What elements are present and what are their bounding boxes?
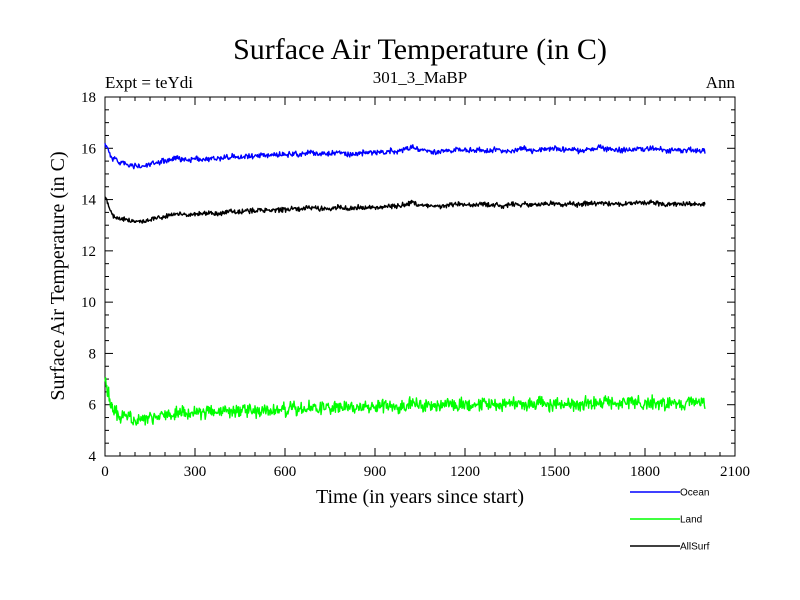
experiment-label: Expt = teYdi: [105, 73, 193, 92]
plot-area: 0 300 600 900 1200 1500 1800 2100 4 6 8 10 12 14 16 18: [81, 90, 750, 480]
y-tick-label: 6: [89, 398, 97, 414]
y-tick-label: 8: [89, 346, 97, 362]
x-axis-ticks: 0 300 600 900 1200 1500 1800 2100: [101, 97, 750, 480]
series-lines: [104, 143, 706, 426]
x-tick-label: 1500: [540, 464, 570, 480]
run-label: 301_3_MaBP: [373, 68, 467, 87]
chart-title: Surface Air Temperature (in C): [233, 33, 607, 66]
y-tick-label: 14: [81, 193, 97, 209]
y-tick-label: 4: [89, 449, 97, 465]
x-tick-label: 1800: [630, 464, 660, 480]
legend-label-ocean: Ocean: [680, 488, 709, 499]
legend: Ocean Land AllSurf: [630, 488, 710, 553]
y-tick-label: 16: [81, 141, 97, 157]
series-line-ocean: [104, 143, 706, 170]
season-label: Ann: [706, 73, 736, 92]
legend-label-allsurf: AllSurf: [680, 542, 710, 553]
minor-ticks: [105, 97, 735, 456]
x-tick-label: 900: [364, 464, 387, 480]
x-tick-label: 2100: [720, 464, 750, 480]
x-tick-label: 1200: [450, 464, 480, 480]
y-tick-label: 10: [81, 295, 96, 311]
x-tick-label: 0: [101, 464, 109, 480]
legend-label-land: Land: [680, 515, 702, 526]
y-tick-label: 12: [81, 244, 96, 260]
series-line-allsurf: [104, 196, 706, 224]
series-line-land: [104, 377, 706, 426]
y-axis-ticks: 4 6 8 10 12 14 16 18: [81, 90, 735, 465]
x-tick-label: 300: [184, 464, 207, 480]
y-axis-label: Surface Air Temperature (in C): [47, 151, 69, 400]
y-tick-label: 18: [81, 90, 96, 106]
x-tick-label: 600: [274, 464, 297, 480]
x-axis-label: Time (in years since start): [316, 486, 524, 508]
